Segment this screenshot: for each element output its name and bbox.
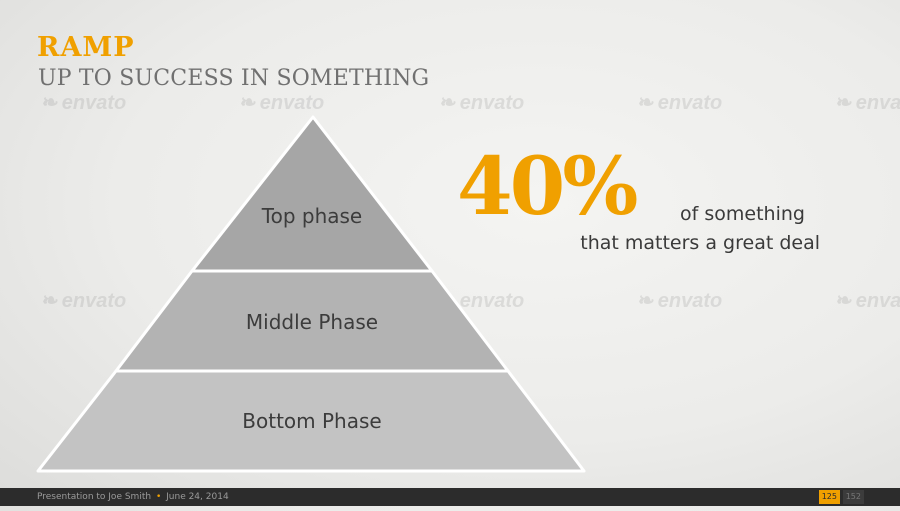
envato-watermark-text: envato <box>855 290 900 312</box>
envato-watermark-text: envato <box>657 290 723 312</box>
pyramid-label-middle: Middle Phase <box>246 310 378 334</box>
envato-watermark-text: envato <box>61 290 127 312</box>
envato-watermark-text: envato <box>459 92 525 114</box>
envato-leaf-icon: ❧ <box>836 290 853 312</box>
envato-watermark: ❧envato <box>240 90 324 115</box>
pyramid-level-bottom <box>36 369 586 473</box>
envato-watermark: ❧envato <box>42 288 126 313</box>
page-number-total: 152 <box>842 490 864 504</box>
footer-date: June 24, 2014 <box>166 492 229 502</box>
page-number-current: 125 <box>818 490 840 504</box>
envato-watermark-text: envato <box>657 92 723 114</box>
envato-watermark: ❧envato <box>638 90 722 115</box>
envato-watermark-text: envato <box>459 290 525 312</box>
envato-leaf-icon: ❧ <box>240 92 257 114</box>
envato-watermark: ❧envato <box>440 90 524 115</box>
pyramid-label-top: Top phase <box>261 204 362 228</box>
stat-caption-line1: of something <box>680 203 805 225</box>
footer-separator: • <box>155 492 162 502</box>
envato-leaf-icon: ❧ <box>440 92 457 114</box>
envato-watermark-text: envato <box>259 92 325 114</box>
envato-watermark: ❧envato <box>638 288 722 313</box>
envato-watermark: ❧envato <box>42 90 126 115</box>
envato-watermark-text: envato <box>855 92 900 114</box>
pyramid-level-top <box>190 115 434 273</box>
envato-watermark-text: envato <box>61 92 127 114</box>
footer-info: Presentation to Joe Smith • June 24, 201… <box>37 491 229 503</box>
envato-leaf-icon: ❧ <box>638 92 655 114</box>
footer-presentation-label: Presentation to Joe Smith <box>37 492 152 502</box>
envato-leaf-icon: ❧ <box>638 290 655 312</box>
stat-percent: 40% <box>457 139 638 233</box>
envato-leaf-icon: ❧ <box>836 92 853 114</box>
envato-leaf-icon: ❧ <box>42 92 59 114</box>
envato-watermark: ❧envato <box>836 288 900 313</box>
pyramid-label-bottom: Bottom Phase <box>242 409 381 433</box>
envato-leaf-icon: ❧ <box>42 290 59 312</box>
footer-bar: Presentation to Joe Smith • June 24, 201… <box>0 488 900 506</box>
slide-title: RAMP <box>37 32 135 63</box>
envato-watermark: ❧envato <box>836 90 900 115</box>
stat-caption-line2: that matters a great deal <box>580 232 820 254</box>
slide-subtitle: UP TO SUCCESS IN SOMETHING <box>38 66 430 91</box>
